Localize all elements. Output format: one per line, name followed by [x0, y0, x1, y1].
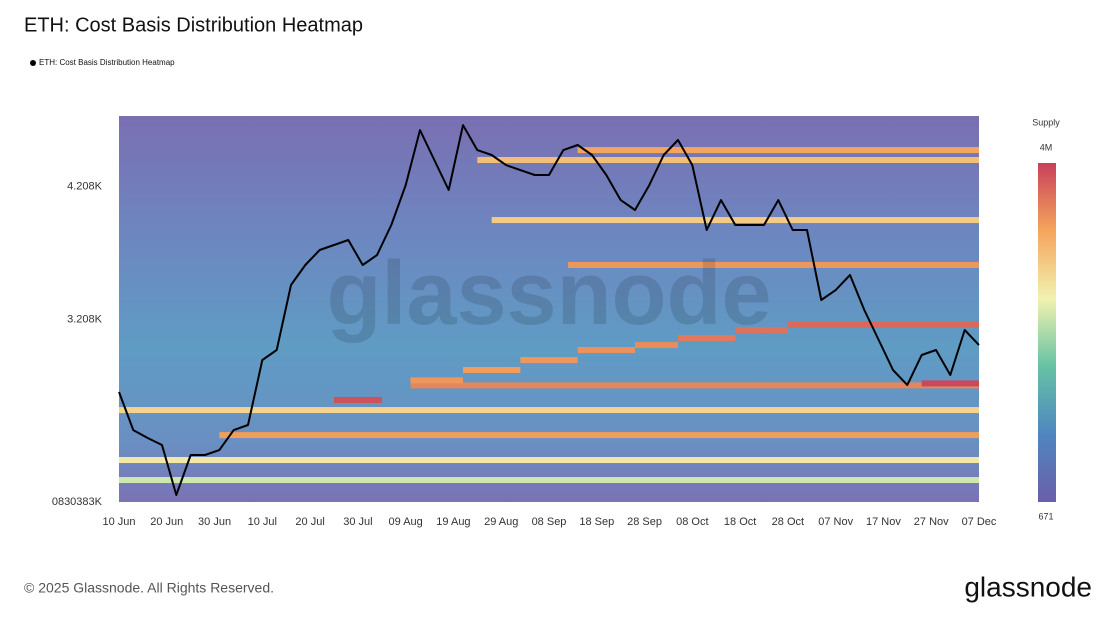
x-tick-label: 27 Nov [914, 516, 949, 528]
cost-basis-band [577, 346, 635, 353]
x-tick-label: 10 Jun [102, 516, 135, 528]
cost-basis-band [119, 477, 979, 484]
x-tick-label: 30 Jul [343, 516, 372, 528]
cost-basis-band [577, 147, 979, 154]
x-tick-label: 17 Nov [866, 516, 901, 528]
x-tick-label: 08 Sep [532, 516, 567, 528]
legend-marker [30, 60, 36, 66]
x-tick-label: 19 Aug [436, 516, 470, 528]
cost-basis-band [334, 396, 382, 403]
x-tick-label: 07 Dec [962, 516, 997, 528]
cost-basis-band [410, 382, 979, 389]
cost-basis-band [787, 321, 979, 328]
colorbar [1038, 163, 1056, 502]
colorbar-title: Supply [1032, 117, 1060, 127]
brand-logo: glassnode [964, 571, 1092, 602]
cost-basis-band [735, 326, 788, 333]
x-tick-label: 28 Sep [627, 516, 662, 528]
legend-label: ETH: Cost Basis Distribution Heatmap [39, 58, 175, 67]
x-tick-label: 20 Jun [150, 516, 183, 528]
chart-title: ETH: Cost Basis Distribution Heatmap [24, 14, 363, 36]
footer: © 2025 Glassnode. All Rights Reserved. [24, 580, 274, 596]
y-tick-label: 4.208K [67, 181, 103, 193]
watermark: glassnode [326, 244, 771, 344]
x-tick-label: 28 Oct [772, 516, 804, 528]
x-tick-label: 10 Jul [248, 516, 277, 528]
x-tick-label: 29 Aug [484, 516, 518, 528]
cost-basis-band [491, 217, 979, 224]
colorbar-label: 4M [1040, 142, 1053, 152]
cost-basis-band [410, 377, 463, 384]
cost-basis-band [477, 157, 979, 164]
cost-basis-band [568, 262, 979, 269]
x-tick-label: 09 Aug [389, 516, 423, 528]
y-tick-label: 0830383K [52, 496, 103, 508]
cost-basis-band [119, 457, 979, 464]
colorbar-label: 671 [1038, 511, 1053, 521]
price-line [118, 124, 980, 496]
x-tick-label: 20 Jul [295, 516, 324, 528]
cost-basis-band [119, 407, 979, 414]
x-tick-label: 18 Sep [579, 516, 614, 528]
cost-basis-band [463, 367, 521, 374]
cost-basis-band [219, 432, 980, 439]
x-tick-label: 18 Oct [724, 516, 756, 528]
y-tick-label: 3.208K [67, 313, 103, 325]
x-tick-label: 30 Jun [198, 516, 231, 528]
cost-basis-band [635, 342, 678, 349]
cost-basis-band [921, 380, 979, 387]
x-tick-label: 07 Nov [818, 516, 853, 528]
cost-basis-band [678, 335, 736, 342]
cost-basis-band [520, 357, 578, 364]
x-tick-label: 08 Oct [676, 516, 708, 528]
